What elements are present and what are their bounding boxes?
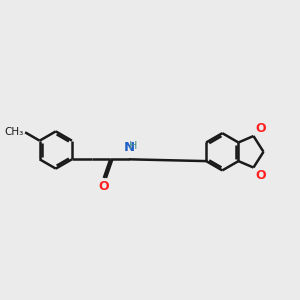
Text: O: O — [255, 122, 266, 135]
Text: O: O — [98, 180, 109, 194]
Text: N: N — [123, 141, 134, 154]
Text: H: H — [129, 141, 138, 152]
Text: O: O — [255, 169, 266, 182]
Text: CH₃: CH₃ — [4, 127, 24, 137]
